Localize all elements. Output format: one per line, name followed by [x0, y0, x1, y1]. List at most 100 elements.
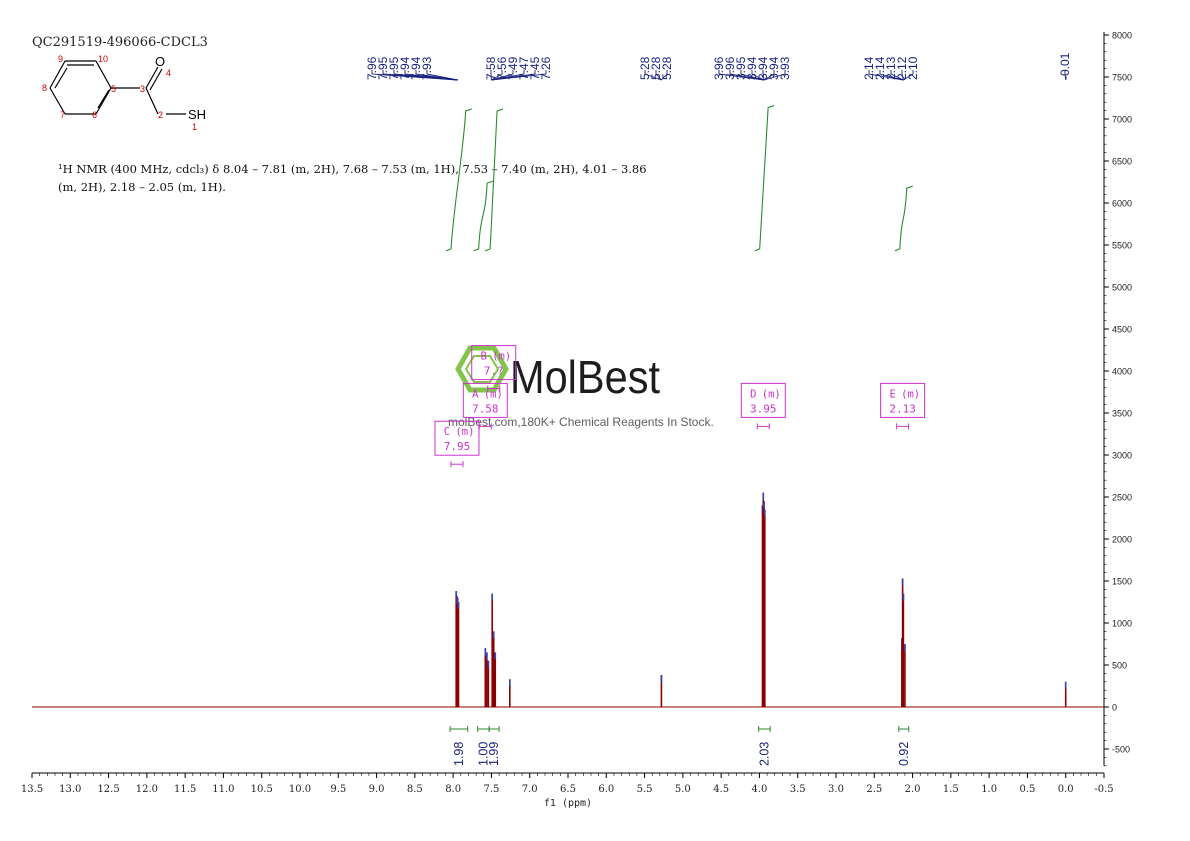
nmr-summary-line1: ¹H NMR (400 MHz, cdcl₃) δ 8.04 – 7.81 (m…	[58, 162, 647, 176]
x-tick-label: 9.5	[330, 784, 346, 795]
x-tick-label: 11.0	[212, 784, 234, 795]
peak-label: 7.47	[517, 56, 531, 80]
peak-label: 7.49	[506, 56, 520, 80]
y-tick-label: 5000	[1112, 283, 1132, 293]
watermark-brand: MolBest	[510, 351, 660, 403]
multiplet-frame	[471, 345, 517, 381]
nmr-summary-line2: (m, 2H), 2.18 – 2.05 (m, 1H).	[58, 180, 226, 194]
integral-curve	[754, 105, 775, 252]
peak-label: 3.93	[778, 56, 792, 80]
atom-number-4: 4	[166, 68, 171, 78]
y-tick-label: 7000	[1112, 115, 1132, 125]
x-tick-label: 5.5	[637, 784, 653, 795]
peak-label: 2.12	[895, 56, 909, 80]
x-tick-label: 3.0	[828, 784, 844, 795]
peak-label: 2.14	[873, 56, 887, 80]
peak-label-connector	[491, 70, 503, 81]
peak-label-connector	[644, 70, 662, 81]
peak-label-connector	[718, 70, 765, 81]
x-tick-label: 7.0	[522, 784, 538, 795]
peak-label-connector	[868, 70, 904, 81]
x-tick-label: 7.5	[483, 784, 499, 795]
peak-label: 7.93	[420, 56, 434, 80]
x-tick-label: -0.5	[1094, 784, 1113, 795]
x-tick-label: 1.0	[981, 784, 997, 795]
y-tick-label: 1500	[1112, 577, 1132, 587]
multiplet-shift: 7.95	[444, 440, 471, 453]
y-tick-label: 3500	[1112, 409, 1132, 419]
structure-labels: O 4 9 10 8 5 3 7 6 2 SH 1	[42, 54, 206, 132]
multiplet-letter: A	[472, 388, 479, 400]
x-tick-label: 4.5	[713, 784, 729, 795]
sample-id: QC291519-496066-CDCL3	[32, 35, 208, 50]
integral-value: 1.98	[452, 742, 466, 766]
watermark-tagline: molBest.com,180K+ Chemical Reagents In S…	[448, 415, 714, 429]
integral-value: 0.92	[897, 742, 911, 766]
peak-label-connector	[415, 70, 458, 81]
peak-label-connector	[661, 70, 668, 81]
multiplet-frame	[740, 382, 786, 418]
multiplet-frame	[880, 382, 926, 418]
atom-number-5: 5	[111, 84, 116, 94]
y-tick-label: 6500	[1112, 157, 1132, 167]
y-tick-label: 4000	[1112, 367, 1132, 377]
integral-curves	[445, 105, 913, 732]
peak-label: 5.28	[638, 56, 652, 80]
x-tick-label: 3.5	[790, 784, 806, 795]
y-tick-label: 1000	[1112, 619, 1132, 629]
x-tick-label: 2.5	[866, 784, 882, 795]
x-tick-label: 11.5	[174, 784, 196, 795]
molbest-logo-icon	[455, 345, 509, 393]
peak-label-connector	[729, 70, 765, 81]
multiplet-box: D (m) 3.95	[740, 382, 786, 430]
atom-number-3: 3	[140, 84, 145, 94]
multiplet-box: E (m) 2.13	[880, 382, 926, 430]
multiplet-box: B (m) 7.?	[471, 345, 517, 392]
peak-label-connector	[404, 70, 458, 81]
x-tick-label: 6.5	[560, 784, 576, 795]
multiplet-kind: (m)	[455, 426, 474, 438]
y-tick-label: 7500	[1112, 73, 1132, 83]
x-tick-label: 4.0	[751, 784, 767, 795]
peak-label: 3.96	[723, 56, 737, 80]
x-axis-label: f1 (ppm)	[544, 798, 592, 809]
multiplet-kind: (m)	[901, 388, 920, 400]
integral-curve	[484, 108, 504, 252]
molbest-logo-inner-icon	[464, 355, 500, 383]
integral-curve	[473, 180, 494, 252]
multiplet-shift: 7.?	[484, 365, 504, 378]
multiplet-shift: 7.58	[472, 402, 499, 415]
integral-curve	[445, 108, 472, 252]
y-tick-label: 2500	[1112, 493, 1132, 503]
peak-label: 7.58	[484, 56, 498, 80]
multiplet-frame	[462, 382, 508, 418]
peak-label-connector	[655, 70, 662, 81]
y-tick-label: 500	[1112, 661, 1127, 671]
atom-number-6: 6	[92, 110, 97, 120]
multiplet-shift: 2.13	[889, 402, 916, 415]
peak-label-connector	[751, 70, 765, 81]
peak-label: 2.14	[862, 56, 876, 80]
peak-label-connector	[763, 70, 775, 81]
peak-label: 7.26	[539, 56, 553, 80]
multiplet-letter: E	[889, 388, 895, 400]
peak-label: -0.01	[1058, 52, 1072, 80]
y-tick-label: -500	[1112, 745, 1130, 755]
y-axis: 8000750070006500600055005000450040003500…	[1103, 31, 1132, 767]
x-tick-label: 0.0	[1058, 784, 1074, 795]
x-tick-label: 0.5	[1019, 784, 1035, 795]
peak-label-connector	[426, 70, 458, 81]
peak-label-connector	[879, 70, 904, 81]
x-axis: 13.5 13.0 12.5 12.0 11.5 11.0 10.5 10.0 9.5 9.0 8.…	[21, 772, 1114, 795]
x-tick-label: 10.5	[251, 784, 273, 795]
atom-number-7: 7	[60, 110, 65, 120]
x-tick-label: 13.5	[21, 784, 43, 795]
spectrum-peaks	[455, 492, 1067, 707]
multiplet-kind: (m)	[492, 351, 511, 363]
multiplet-box: C (m) 7.95	[434, 420, 480, 468]
x-tick-label: 6.0	[598, 784, 614, 795]
y-tick-label: 5500	[1112, 241, 1132, 251]
y-tick-label: 6000	[1112, 199, 1132, 209]
atom-number-10: 10	[98, 54, 108, 64]
x-tick-label: 12.0	[136, 784, 158, 795]
